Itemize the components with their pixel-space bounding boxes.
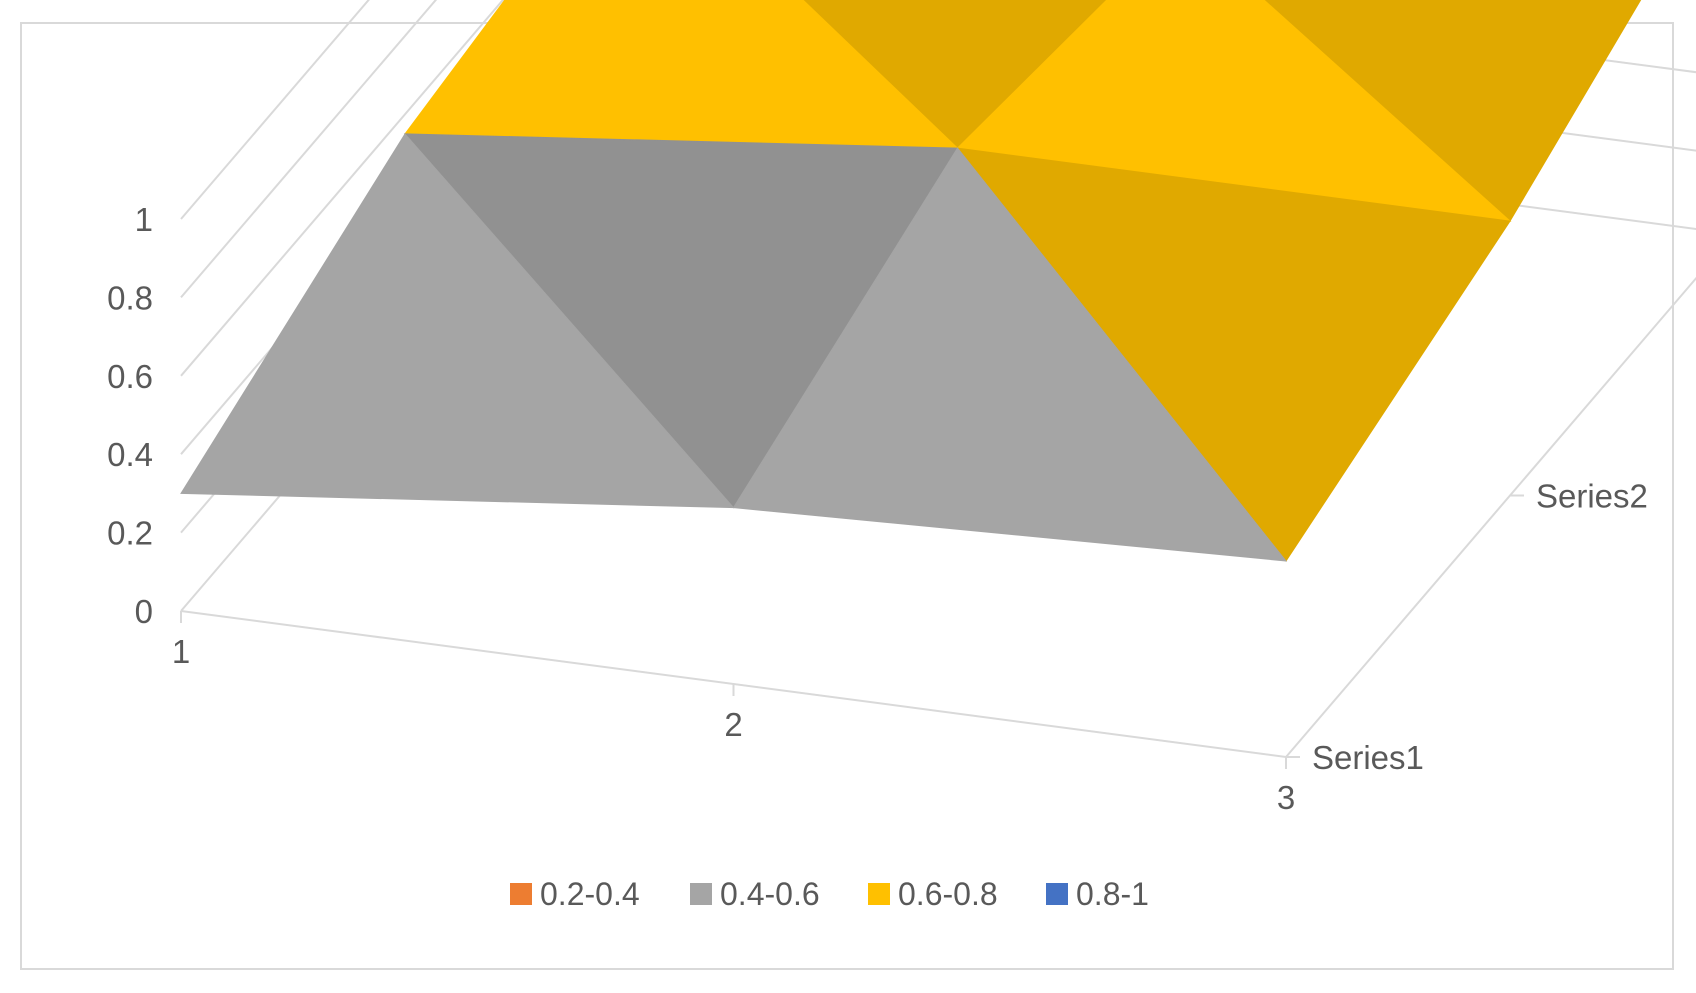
gridline xyxy=(180,0,438,299)
gridline xyxy=(180,0,505,377)
axes: 00.20.40.60.81123Series1Series2Series3 xyxy=(107,201,1696,816)
legend-label: 0.8-1 xyxy=(1076,876,1149,912)
z-tick-label: 0.4 xyxy=(107,436,153,473)
surface-facet xyxy=(180,133,735,509)
legend-swatch xyxy=(510,883,532,905)
z-tick-label: 0 xyxy=(135,593,153,630)
legend-label: 0.2-0.4 xyxy=(540,876,640,912)
z-tick-label: 0.2 xyxy=(107,515,153,552)
legend-swatch xyxy=(868,883,890,905)
legend-label: 0.4-0.6 xyxy=(720,876,820,912)
z-tick-label: 1 xyxy=(135,201,153,238)
category-tick-label: 1 xyxy=(172,633,190,670)
legend-swatch xyxy=(690,883,712,905)
legend-label: 0.6-0.8 xyxy=(898,876,998,912)
legend: 0.2-0.4 0.4-0.6 0.6-0.8 0.8-1 xyxy=(510,876,1149,912)
category-tick-label: 3 xyxy=(1277,779,1295,816)
series-tick-label: Series2 xyxy=(1536,478,1648,515)
gridline xyxy=(180,0,370,220)
legend-swatch xyxy=(1046,883,1068,905)
z-tick-label: 0.8 xyxy=(107,279,153,316)
surface-plot xyxy=(180,0,1642,562)
series-tick-label: Series1 xyxy=(1312,739,1424,776)
category-tick-label: 2 xyxy=(724,706,742,743)
surface-facet xyxy=(732,147,1288,562)
z-tick-label: 0.6 xyxy=(107,358,153,395)
